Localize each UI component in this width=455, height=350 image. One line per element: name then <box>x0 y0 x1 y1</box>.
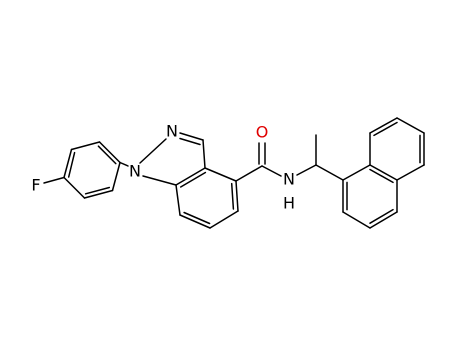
bond <box>43 176 65 184</box>
bond <box>179 132 204 141</box>
bond <box>369 211 398 229</box>
bond <box>97 145 117 165</box>
bond <box>179 214 211 229</box>
bond <box>369 117 398 134</box>
bond <box>315 164 344 181</box>
bond <box>63 148 73 179</box>
bond <box>139 138 167 164</box>
bond <box>179 137 201 146</box>
bond <box>209 210 239 229</box>
bonds <box>43 117 425 229</box>
bond <box>204 167 237 182</box>
bond <box>235 180 239 212</box>
bond <box>202 139 206 169</box>
bond <box>70 141 101 151</box>
bond <box>67 151 76 178</box>
bond <box>369 208 394 224</box>
bond <box>111 161 121 192</box>
bond <box>183 211 211 225</box>
bond <box>369 168 394 184</box>
bond <box>83 189 114 199</box>
bond <box>175 184 181 216</box>
atom-label: N <box>283 170 295 189</box>
atom-label: O <box>256 123 269 142</box>
bond <box>142 175 177 186</box>
bond <box>63 176 86 199</box>
bond <box>235 165 263 182</box>
bond <box>98 141 121 164</box>
bond <box>342 211 371 229</box>
bond <box>396 117 425 134</box>
atom-label: N <box>129 162 141 181</box>
bond <box>369 164 398 181</box>
bond <box>342 164 371 181</box>
bond <box>119 161 129 167</box>
atom-label: N <box>166 122 178 141</box>
bond <box>175 167 206 186</box>
atom-label: H <box>283 194 295 213</box>
atom-label: F <box>31 176 40 195</box>
bond <box>396 164 425 181</box>
bond <box>230 182 235 210</box>
bond <box>296 164 317 176</box>
bond <box>261 165 282 177</box>
bond <box>84 186 111 195</box>
bond <box>179 171 207 188</box>
bond <box>373 121 398 137</box>
